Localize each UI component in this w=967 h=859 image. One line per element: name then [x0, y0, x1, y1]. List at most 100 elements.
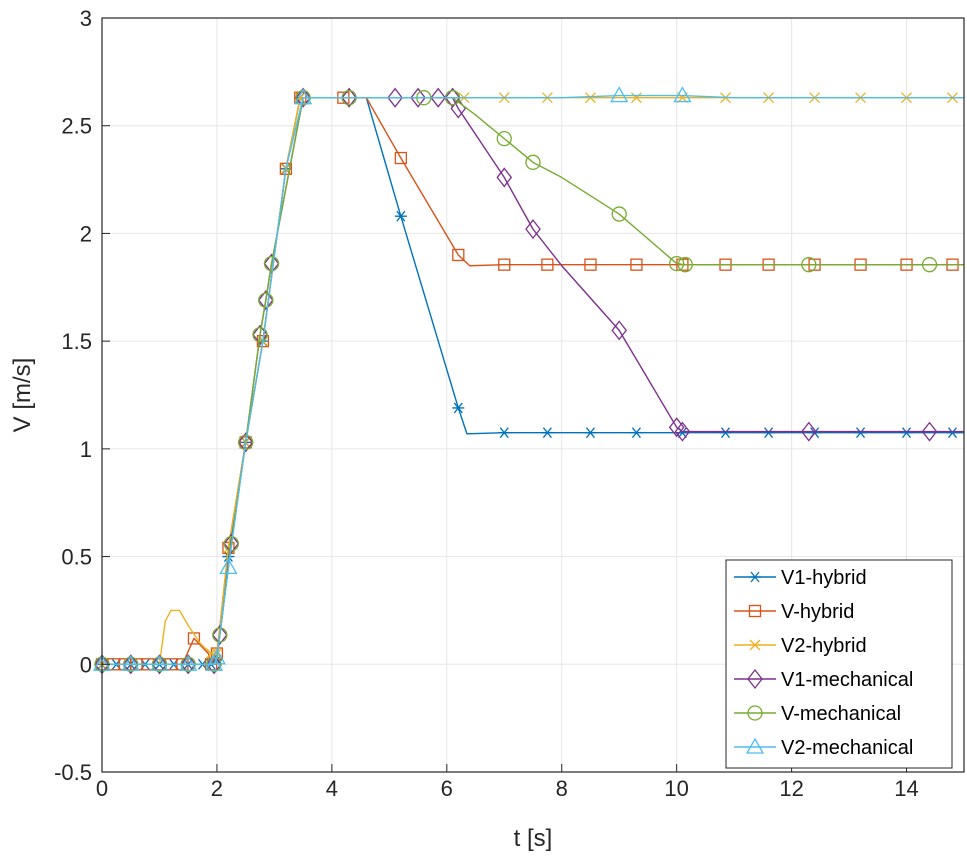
data-point — [611, 206, 627, 222]
data-point — [238, 434, 254, 451]
data-point — [630, 427, 643, 439]
x-axis-label: t [s] — [514, 825, 553, 852]
data-point — [258, 292, 274, 308]
x-tick-label: 6 — [441, 776, 453, 801]
data-point — [669, 255, 685, 272]
series-layer — [92, 86, 964, 675]
data-point — [394, 151, 407, 165]
data-point — [900, 427, 913, 439]
data-point — [921, 257, 938, 273]
data-point — [212, 627, 228, 643]
data-point — [719, 427, 732, 439]
data-point — [854, 427, 867, 439]
legend-label: V2-mechanical — [781, 737, 913, 759]
data-point — [211, 624, 228, 646]
data-point — [541, 258, 554, 271]
x-tick-label: 2 — [211, 776, 223, 801]
data-point — [279, 162, 293, 175]
x-tick-label: 12 — [779, 776, 803, 801]
data-point — [179, 654, 198, 671]
data-point — [180, 654, 197, 675]
y-tick-label: 1.5 — [61, 329, 92, 354]
data-point — [206, 654, 222, 675]
legend-label: V2-hybrid — [781, 635, 867, 657]
y-tick-label: 2.5 — [61, 114, 92, 139]
legend-marker — [745, 737, 765, 754]
legend-box — [725, 559, 953, 769]
axis-ticks: 0 2 4 6 8 10 12 14-0.500.511.522.53 — [54, 6, 919, 801]
y-tick-label: 3 — [80, 6, 92, 31]
data-point — [410, 87, 426, 108]
data-point — [263, 255, 280, 272]
legend-marker — [749, 571, 761, 583]
data-point — [525, 154, 541, 170]
legend-marker — [748, 604, 762, 618]
data-point — [121, 654, 140, 671]
data-point — [610, 86, 629, 103]
data-point — [673, 86, 692, 103]
plot-frame — [101, 17, 965, 773]
data-point — [150, 654, 169, 671]
x-tick-label: 8 — [556, 776, 568, 801]
data-point — [239, 436, 252, 449]
data-point — [207, 648, 227, 665]
data-point — [498, 258, 511, 271]
y-tick-label: 1 — [80, 437, 92, 462]
data-point — [257, 290, 274, 311]
y-tick-label: -0.5 — [54, 760, 92, 785]
data-point — [630, 258, 643, 271]
data-point — [252, 327, 268, 343]
data-point — [122, 654, 139, 675]
data-point — [219, 558, 238, 574]
legend-item: V1-hybrid — [734, 567, 867, 589]
legend-item: V-mechanical — [734, 703, 901, 725]
data-point — [630, 92, 642, 104]
data-point — [496, 130, 512, 147]
legend-label: V-hybrid — [781, 601, 854, 623]
legend-label: V1-hybrid — [781, 567, 867, 589]
data-point — [452, 248, 465, 262]
data-point — [946, 427, 959, 439]
data-point — [341, 87, 357, 108]
data-point — [294, 88, 313, 105]
data-point — [611, 320, 628, 341]
legend-item: V2-hybrid — [734, 635, 867, 657]
data-point — [496, 167, 513, 188]
legend-marker — [747, 705, 763, 721]
y-tick-label: 0.5 — [61, 545, 92, 570]
data-point — [541, 427, 554, 439]
data-point — [584, 427, 597, 439]
legend-item: V-hybrid — [734, 601, 854, 623]
y-axis-label: V [m/s] — [9, 358, 36, 433]
legend-item: V2-mechanical — [734, 737, 913, 759]
series-line — [102, 94, 964, 665]
data-point — [921, 421, 938, 442]
x-tick-label: 14 — [894, 776, 918, 801]
data-point — [498, 427, 511, 439]
y-tick-label: 2 — [80, 221, 92, 246]
data-point — [452, 402, 465, 414]
series-V2-mechanical — [92, 86, 964, 671]
legend-label: V1-mechanical — [781, 669, 913, 691]
data-point — [387, 87, 403, 108]
legend: V1-hybrid V-hybrid V2-hybrid V1-mechanical V… — [725, 559, 953, 769]
legend-marker — [749, 639, 761, 651]
data-point — [223, 533, 240, 554]
legend-item: V1-mechanical — [734, 668, 913, 691]
data-point — [584, 258, 597, 271]
data-point — [674, 421, 691, 442]
data-point — [585, 92, 596, 104]
data-point — [151, 654, 168, 675]
y-tick-label: 0 — [80, 652, 92, 677]
data-point — [525, 219, 541, 240]
data-point — [762, 427, 775, 439]
x-tick-label: 0 — [96, 776, 108, 801]
x-tick-label: 10 — [664, 776, 688, 801]
data-point — [430, 87, 447, 108]
legend-marker — [747, 668, 763, 690]
data-point — [801, 257, 817, 273]
x-tick-label: 4 — [326, 776, 338, 801]
data-point — [801, 421, 817, 442]
data-point — [394, 210, 407, 222]
